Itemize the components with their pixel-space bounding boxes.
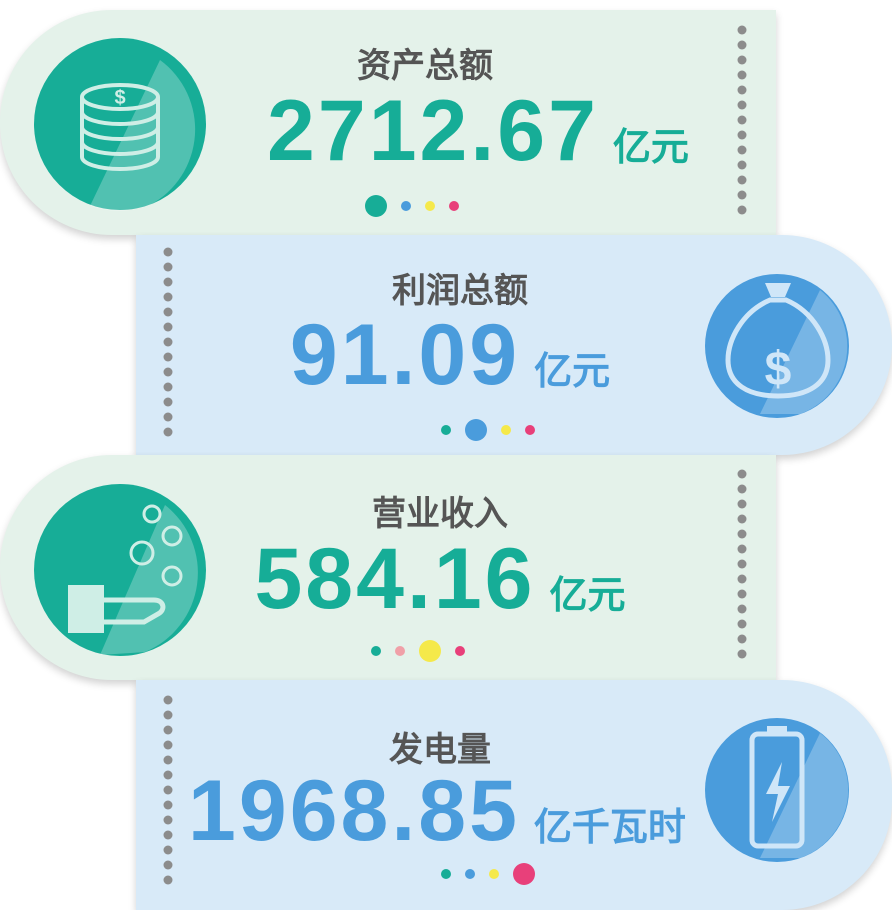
dot xyxy=(737,634,747,644)
dot xyxy=(365,195,387,217)
value-row: 584.16 亿元 xyxy=(160,530,720,629)
dot xyxy=(401,201,411,211)
card-unit: 亿元 xyxy=(612,127,689,169)
card-value: 2712.67 xyxy=(267,83,599,179)
moneybag-icon: $ xyxy=(705,274,849,418)
dot xyxy=(737,130,747,140)
card-label: 发电量 xyxy=(389,731,491,769)
dot xyxy=(737,589,747,599)
dot xyxy=(163,427,173,437)
dot xyxy=(163,770,173,780)
dotted-rules xyxy=(163,25,747,885)
card-value: 91.09 xyxy=(289,307,521,403)
card-unit: 亿千瓦时 xyxy=(533,807,686,849)
card-unit: 亿元 xyxy=(549,575,626,617)
dot xyxy=(737,559,747,569)
dot xyxy=(163,785,173,795)
dot xyxy=(163,695,173,705)
dot xyxy=(465,869,475,879)
dot xyxy=(163,262,173,272)
dot xyxy=(737,469,747,479)
dot xyxy=(425,201,435,211)
dot xyxy=(449,201,459,211)
dot xyxy=(737,100,747,110)
dot xyxy=(163,367,173,377)
dot xyxy=(737,484,747,494)
dot xyxy=(163,815,173,825)
dot xyxy=(737,115,747,125)
dot xyxy=(163,247,173,257)
dot xyxy=(525,425,535,435)
dot xyxy=(163,397,173,407)
card-label: 利润总额 xyxy=(392,272,528,310)
dot xyxy=(163,322,173,332)
dot xyxy=(163,875,173,885)
card-label: 资产总额 xyxy=(357,47,493,85)
dot xyxy=(441,425,451,435)
coins-icon: $ xyxy=(34,38,206,211)
dot xyxy=(737,25,747,35)
svg-text:$: $ xyxy=(114,87,125,109)
dot xyxy=(737,499,747,509)
dot xyxy=(163,800,173,810)
dot xyxy=(163,307,173,317)
dot xyxy=(737,604,747,614)
dot xyxy=(419,640,441,662)
value-row: 1968.85 亿千瓦时 xyxy=(157,762,717,861)
dot xyxy=(737,190,747,200)
card-value: 584.16 xyxy=(254,531,536,627)
dot xyxy=(737,205,747,215)
dot xyxy=(737,529,747,539)
dot xyxy=(163,755,173,765)
dot xyxy=(163,382,173,392)
dot xyxy=(163,412,173,422)
card-unit: 亿元 xyxy=(534,351,611,393)
card-value: 1968.85 xyxy=(188,763,520,859)
dot xyxy=(737,85,747,95)
dot xyxy=(163,845,173,855)
dot xyxy=(489,869,499,879)
dot xyxy=(737,70,747,80)
dot xyxy=(737,574,747,584)
dot xyxy=(513,863,535,885)
dot xyxy=(455,646,465,656)
battery-icon xyxy=(705,718,849,862)
dot xyxy=(737,40,747,50)
dot xyxy=(737,175,747,185)
dot xyxy=(395,646,405,656)
dot xyxy=(163,337,173,347)
dot xyxy=(737,544,747,554)
dot xyxy=(737,649,747,659)
value-row: 2712.67 亿元 xyxy=(198,82,758,181)
dot xyxy=(163,830,173,840)
dot xyxy=(371,646,381,656)
dot xyxy=(163,277,173,287)
dot xyxy=(737,619,747,629)
dot xyxy=(163,292,173,302)
value-row: 91.09 亿元 xyxy=(170,306,730,405)
dot xyxy=(737,160,747,170)
pager-dots xyxy=(365,195,535,885)
dot xyxy=(737,145,747,155)
dot xyxy=(465,419,487,441)
dot xyxy=(163,710,173,720)
dot xyxy=(737,55,747,65)
card-label: 营业收入 xyxy=(372,495,508,533)
svg-text:$: $ xyxy=(765,343,792,396)
dot xyxy=(501,425,511,435)
dot xyxy=(163,860,173,870)
dot xyxy=(163,740,173,750)
dot xyxy=(737,514,747,524)
dot xyxy=(441,869,451,879)
dot xyxy=(163,725,173,735)
income-icon xyxy=(34,484,206,656)
dot xyxy=(163,352,173,362)
